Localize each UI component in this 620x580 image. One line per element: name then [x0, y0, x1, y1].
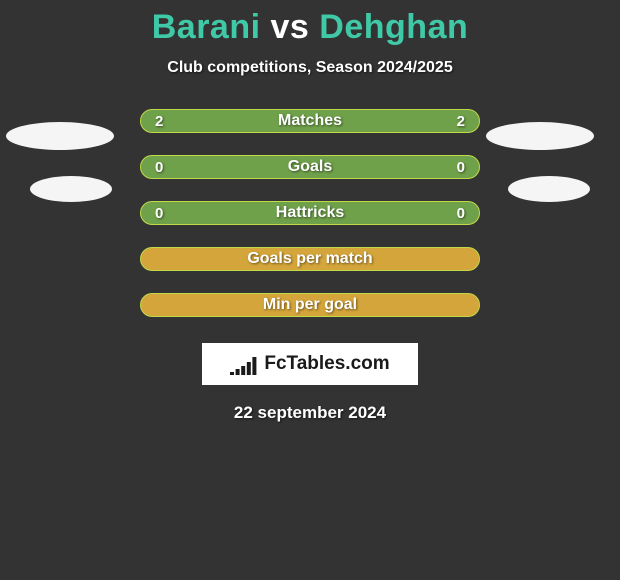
- decorative-ellipse: [486, 122, 594, 150]
- decorative-ellipse: [30, 176, 112, 202]
- stat-right-value: 2: [457, 113, 465, 130]
- stat-label: Min per goal: [263, 296, 357, 314]
- player2-name: Dehghan: [319, 8, 468, 46]
- page-title: Barani vs Dehghan: [0, 0, 620, 47]
- decorative-ellipse: [508, 176, 590, 202]
- stat-label: Matches: [278, 112, 342, 130]
- stat-right-value: 0: [457, 205, 465, 222]
- stat-right-value: 0: [457, 159, 465, 176]
- stat-row: 2 Matches 2: [140, 109, 480, 133]
- stat-label: Hattricks: [276, 204, 344, 222]
- stat-label: Goals: [288, 158, 332, 176]
- subtitle: Club competitions, Season 2024/2025: [0, 59, 620, 77]
- stat-left-value: 0: [155, 205, 163, 222]
- stat-label: Goals per match: [247, 250, 372, 268]
- stat-row: Goals per match: [140, 247, 480, 271]
- bars-icon: [230, 353, 258, 375]
- stat-row: 0 Hattricks 0: [140, 201, 480, 225]
- stat-row: Min per goal: [140, 293, 480, 317]
- stat-left-value: 2: [155, 113, 163, 130]
- decorative-ellipse: [6, 122, 114, 150]
- logo-card: FcTables.com: [202, 343, 418, 385]
- stat-row: 0 Goals 0: [140, 155, 480, 179]
- date-text: 22 september 2024: [0, 403, 620, 423]
- stat-left-value: 0: [155, 159, 163, 176]
- player1-name: Barani: [152, 8, 261, 46]
- vs-text: vs: [271, 8, 310, 46]
- logo-text: FcTables.com: [264, 353, 389, 375]
